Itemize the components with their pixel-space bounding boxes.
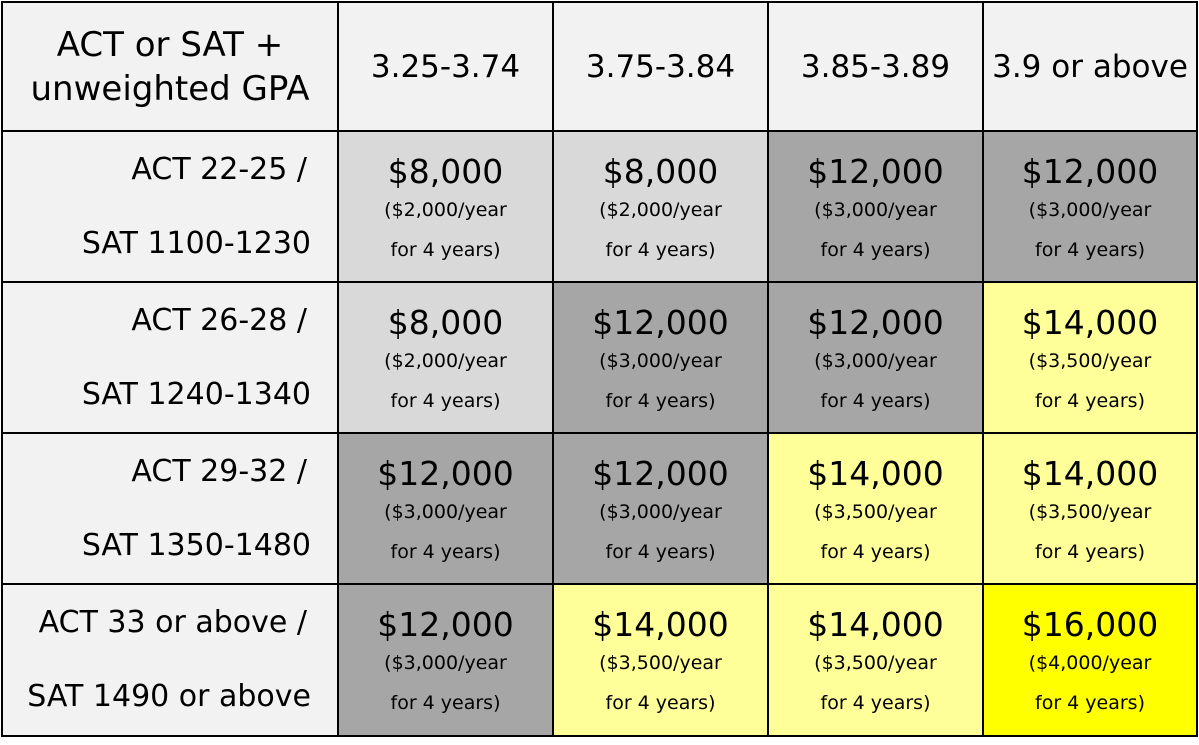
award-per-year: ($3,000/year [384,652,507,674]
award-duration: for 4 years) [820,692,931,714]
act-range: ACT 29-32 / [131,453,307,489]
score-row-header: ACT 26-28 / SAT 1240-1340 [1,281,339,434]
award-amount: $12,000 [377,605,514,644]
score-row-header: ACT 29-32 / SAT 1350-1480 [1,432,339,585]
award-amount: $8,000 [387,151,504,191]
award-per-year: ($2,000/year [384,349,507,372]
header-row: ACT or SAT + unweighted GPA 3.25-3.74 3.… [1,1,1198,132]
gpa-header: 3.9 or above [982,1,1198,132]
table-row: ACT 33 or above / SAT 1490 or above $12,… [1,583,1198,737]
award-cell: $14,000 ($3,500/year for 4 years) [767,583,984,737]
gpa-header: 3.25-3.74 [337,1,554,132]
sat-range: SAT 1490 or above [27,679,311,714]
award-cell: $14,000 ($3,500/year for 4 years) [982,432,1198,585]
award-duration: for 4 years) [390,238,501,261]
award-per-year: ($3,000/year [1028,198,1152,221]
award-cell: $14,000 ($3,500/year for 4 years) [982,281,1198,434]
award-duration: for 4 years) [605,540,716,563]
award-cell: $12,000 ($3,000/year for 4 years) [337,583,554,737]
award-cell: $12,000 ($3,000/year for 4 years) [767,130,984,283]
award-amount: $14,000 [807,453,944,493]
award-per-year: ($3,000/year [599,349,722,372]
award-per-year: ($3,000/year [599,500,722,523]
award-amount: $12,000 [377,453,514,493]
award-amount: $14,000 [1021,453,1159,493]
award-amount: $12,000 [592,453,729,493]
act-range: ACT 33 or above / [38,605,307,640]
award-amount: $16,000 [1021,605,1159,644]
award-amount: $14,000 [592,605,729,644]
sat-range: SAT 1350-1480 [81,527,311,563]
award-duration: for 4 years) [820,238,931,261]
table-row: ACT 22-25 / SAT 1100-1230 $8,000 ($2,000… [1,130,1198,283]
award-amount: $8,000 [602,151,719,191]
award-cell: $8,000 ($2,000/year for 4 years) [337,281,554,434]
award-amount: $12,000 [807,302,944,342]
award-cell: $14,000 ($3,500/year for 4 years) [552,583,769,737]
award-per-year: ($2,000/year [599,198,722,221]
act-range: ACT 22-25 / [131,151,307,187]
award-per-year: ($3,000/year [384,500,507,523]
award-duration: for 4 years) [1035,238,1145,261]
award-cell: $12,000 ($3,000/year for 4 years) [982,130,1198,283]
award-per-year: ($3,000/year [814,349,937,372]
award-duration: for 4 years) [820,389,931,412]
award-amount: $12,000 [807,151,944,191]
award-amount: $14,000 [807,605,944,644]
award-cell: $12,000 ($3,000/year for 4 years) [552,432,769,585]
sat-range: SAT 1240-1340 [81,376,311,412]
award-cell: $8,000 ($2,000/year for 4 years) [337,130,554,283]
award-per-year: ($3,000/year [814,198,937,221]
gpa-header: 3.75-3.84 [552,1,769,132]
award-amount: $12,000 [1021,151,1159,191]
award-duration: for 4 years) [1035,389,1145,412]
award-duration: for 4 years) [605,692,716,714]
table-row: ACT 29-32 / SAT 1350-1480 $12,000 ($3,00… [1,432,1198,585]
award-cell: $8,000 ($2,000/year for 4 years) [552,130,769,283]
corner-header: ACT or SAT + unweighted GPA [1,1,339,132]
award-duration: for 4 years) [605,238,716,261]
award-amount: $12,000 [592,302,729,342]
score-row-header: ACT 33 or above / SAT 1490 or above [1,583,339,737]
award-cell: $14,000 ($3,500/year for 4 years) [767,432,984,585]
award-cell: $12,000 ($3,000/year for 4 years) [337,432,554,585]
award-cell: $16,000 ($4,000/year for 4 years) [982,583,1198,737]
sat-range: SAT 1100-1230 [81,225,311,261]
award-per-year: ($2,000/year [384,198,507,221]
award-per-year: ($3,500/year [1028,349,1152,372]
award-duration: for 4 years) [605,389,716,412]
award-duration: for 4 years) [390,389,501,412]
award-cell: $12,000 ($3,000/year for 4 years) [552,281,769,434]
award-duration: for 4 years) [390,692,501,714]
score-row-header: ACT 22-25 / SAT 1100-1230 [1,130,339,283]
award-per-year: ($4,000/year [1028,652,1152,674]
gpa-header: 3.85-3.89 [767,1,984,132]
award-duration: for 4 years) [390,540,501,563]
table-row: ACT 26-28 / SAT 1240-1340 $8,000 ($2,000… [1,281,1198,434]
award-per-year: ($3,500/year [1028,500,1152,523]
award-amount: $14,000 [1021,302,1159,342]
award-duration: for 4 years) [820,540,931,563]
corner-label-line-2: unweighted GPA [30,68,310,109]
corner-label-line-1: ACT or SAT + [56,24,284,65]
award-amount: $8,000 [387,302,504,342]
award-duration: for 4 years) [1035,540,1145,563]
act-range: ACT 26-28 / [131,302,307,338]
award-duration: for 4 years) [1035,692,1145,714]
award-cell: $12,000 ($3,000/year for 4 years) [767,281,984,434]
award-per-year: ($3,500/year [814,652,937,674]
award-per-year: ($3,500/year [599,652,722,674]
award-per-year: ($3,500/year [814,500,937,523]
